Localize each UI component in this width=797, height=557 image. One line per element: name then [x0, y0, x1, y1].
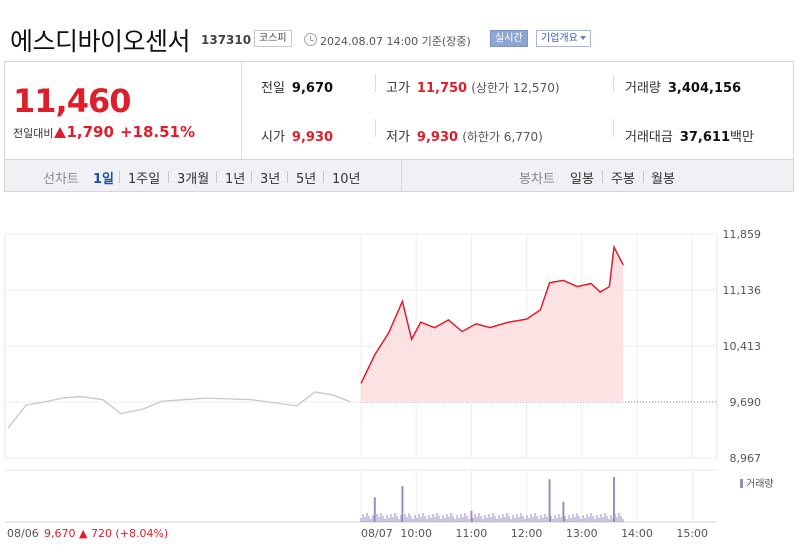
company-info-dropdown[interactable]: 기업개요: [536, 30, 591, 47]
volume-legend-swatch: [740, 479, 743, 488]
change-label: 전일대비: [13, 127, 54, 140]
change-value: 1,790: [66, 123, 114, 141]
tab-1-day[interactable]: 1일: [93, 172, 115, 187]
open-label: 시가: [261, 130, 285, 145]
low-value: 9,930: [416, 130, 459, 145]
prev-day-summary: 9,670 ▲ 720 (+8.04%): [44, 527, 168, 540]
tabs-divider: [401, 160, 402, 191]
chevron-down-icon: [579, 36, 586, 40]
prev-close-cell: 전일 9,670: [261, 77, 333, 96]
turnover-cell: 거래대금 37,611백만: [625, 126, 754, 145]
tab-weekly-candle[interactable]: 주봉: [611, 172, 635, 187]
stock-code: 137310: [201, 33, 252, 47]
divider: [375, 119, 376, 137]
x-tick-label: 14:00: [621, 527, 653, 540]
today-area-fill: [361, 247, 624, 402]
tab-10-years[interactable]: 10년: [332, 172, 361, 187]
tab-divider: [602, 171, 603, 183]
tab-3-years[interactable]: 3년: [260, 172, 281, 187]
y-tick-label: 11,859: [723, 228, 762, 241]
y-tick-label: 10,413: [723, 340, 762, 353]
turnover-value: 37,611: [679, 130, 731, 145]
x-tick-label: 15:00: [676, 527, 708, 540]
tab-divider: [216, 171, 217, 183]
change-percent: +18.51%: [119, 123, 195, 141]
company-info-label: 기업개요: [541, 33, 578, 44]
prev-close-label: 전일: [261, 81, 285, 96]
quote-datetime: 2024.08.07 14:00 기준(장중): [320, 35, 471, 48]
price-chart[interactable]: 11,859 11,136 10,413 9,690 8,967 거래량 08/06 08/0…: [0, 192, 797, 557]
clock-icon: [304, 33, 317, 46]
chart-period-tabs: 선차트 1일 1주일 3개월 1년 3년 5년 10년 봉차트 일봉 주봉 월봉: [4, 159, 794, 192]
up-arrow-icon: [54, 127, 67, 138]
high-label: 고가: [386, 81, 410, 96]
tab-5-years[interactable]: 5년: [296, 172, 317, 187]
y-tick-label: 8,967: [730, 452, 762, 465]
candle-chart-label: 봉차트: [519, 172, 555, 187]
price-pane: 11,460 전일대비 1,790 +18.51%: [5, 62, 242, 159]
volume-label: 거래량: [625, 81, 661, 96]
x-tick-label: 13:00: [566, 527, 598, 540]
lower-limit: (하한가 6,770): [462, 130, 543, 144]
prev-close-value: 9,670: [291, 81, 334, 96]
tab-divider: [323, 171, 324, 183]
x-tick-label: 11:00: [456, 527, 488, 540]
divider: [375, 74, 376, 92]
today-series-line: [360, 244, 624, 384]
tab-monthly-candle[interactable]: 월봉: [651, 172, 675, 187]
volume-cell: 거래량 3,404,156: [625, 77, 741, 96]
tab-divider: [287, 171, 288, 183]
high-cell: 고가 11,750 (상한가 12,570): [386, 77, 560, 96]
upper-limit: (상한가 12,570): [471, 81, 560, 95]
tab-divider: [119, 171, 120, 183]
x-tick-label: 10:00: [400, 527, 432, 540]
open-cell: 시가 9,930: [261, 126, 333, 145]
low-cell: 저가 9,930 (하한가 6,770): [386, 126, 543, 145]
volume-value: 3,404,156: [667, 81, 742, 96]
current-price: 11,460: [13, 82, 131, 120]
price-chart-svg: 11,859 11,136 10,413 9,690 8,967 거래량 08/06 08/0…: [4, 228, 774, 540]
quote-summary: 11,460 전일대비 1,790 +18.51% 전일 9,670 고가 11,750…: [4, 61, 794, 159]
volume-legend-label: 거래량: [746, 478, 774, 490]
low-label: 저가: [386, 130, 410, 145]
change-line: 전일대비 1,790 +18.51%: [13, 122, 195, 141]
y-tick-label: 11,136: [723, 284, 762, 297]
x-tick-label: 08/06: [7, 527, 39, 540]
line-chart-label: 선차트: [43, 172, 79, 187]
turnover-unit: 백만: [730, 130, 754, 145]
divider: [613, 74, 614, 92]
turnover-label: 거래대금: [625, 130, 673, 145]
x-tick-label: 12:00: [511, 527, 543, 540]
tab-1-week[interactable]: 1주일: [128, 172, 161, 187]
realtime-button[interactable]: 실시간: [490, 30, 528, 47]
stock-header: 에스디바이오센서 137310 코스피 2024.08.07 14:00 기준(…: [0, 0, 797, 60]
x-tick-label: 08/07: [361, 527, 393, 540]
tab-divider: [251, 171, 252, 183]
open-value: 9,930: [291, 130, 334, 145]
tab-daily-candle[interactable]: 일봉: [570, 172, 594, 187]
tab-1-year[interactable]: 1년: [225, 172, 246, 187]
tab-divider: [643, 171, 644, 183]
prev-day-series-line: [7, 391, 352, 429]
market-badge: 코스피: [254, 30, 292, 47]
tab-divider: [168, 171, 169, 183]
high-value: 11,750: [416, 81, 468, 96]
company-name: 에스디바이오센서: [10, 27, 191, 56]
divider: [613, 119, 614, 137]
y-tick-label: 9,690: [730, 396, 762, 409]
prev-day-summary-text: 9,670 ▲ 720 (+8.04%): [44, 527, 168, 540]
tab-3-months[interactable]: 3개월: [177, 172, 210, 187]
